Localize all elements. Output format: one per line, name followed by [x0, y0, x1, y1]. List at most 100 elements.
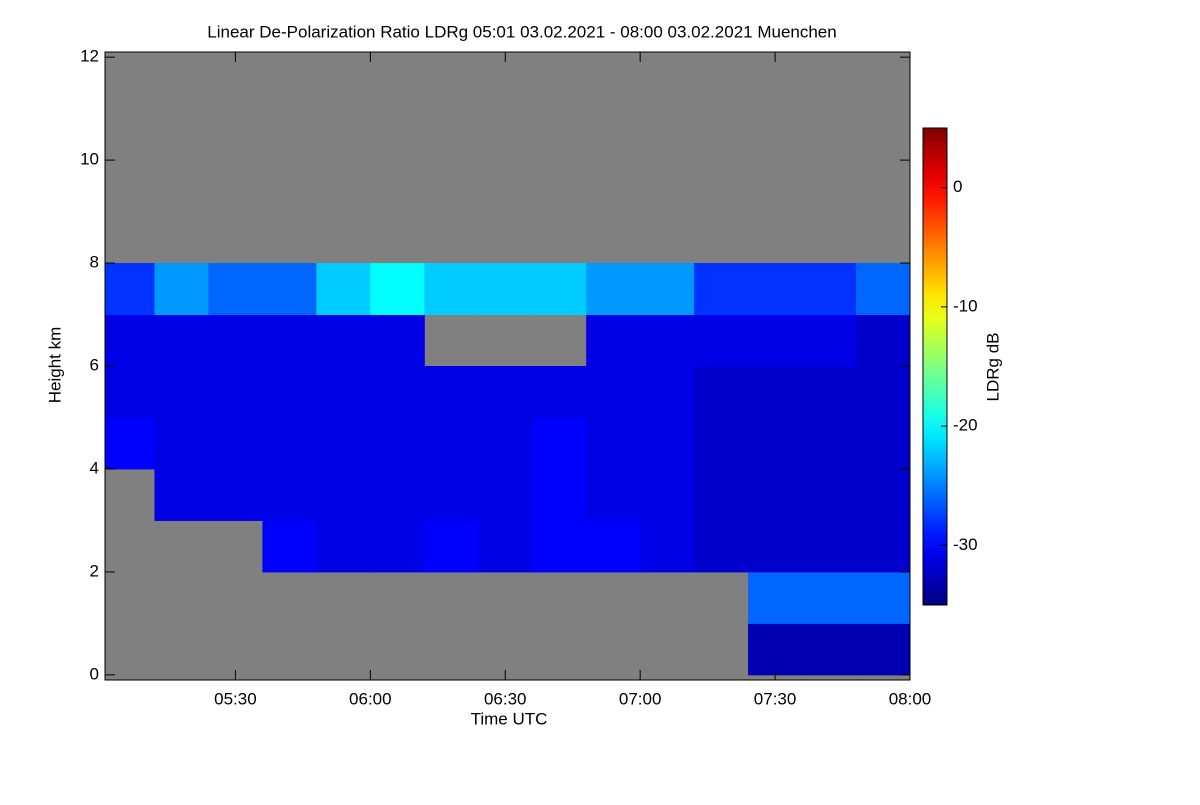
heatmap-cell	[532, 468, 587, 521]
colorbar-tick-label: 0	[953, 177, 962, 196]
colorbar-label: LDRg dB	[983, 333, 1002, 402]
heatmap-cell	[640, 468, 695, 521]
heatmap-cell	[802, 263, 857, 316]
heatmap-cell	[105, 263, 155, 316]
x-tick-label: 05:30	[214, 689, 257, 708]
heatmap-cell	[856, 417, 910, 470]
heatmap-cell	[424, 366, 479, 418]
heatmap-cell	[262, 263, 317, 316]
heatmap-cell	[154, 263, 209, 316]
heatmap-cell	[478, 366, 533, 418]
y-tick-label: 12	[80, 47, 99, 66]
heatmap-cell	[802, 623, 857, 676]
y-tick-label: 2	[90, 561, 99, 580]
heatmap-cell	[532, 263, 587, 316]
heatmap-cell	[262, 366, 317, 418]
heatmap-cell	[154, 366, 209, 418]
heatmap-cell	[856, 468, 910, 521]
heatmap-cell	[856, 366, 910, 418]
heatmap-cell	[370, 468, 425, 521]
heatmap-cell	[586, 417, 641, 470]
heatmap-cell	[748, 623, 803, 676]
heatmap-cell	[154, 468, 209, 521]
heatmap-cell	[532, 366, 587, 418]
colorbar	[922, 127, 948, 606]
heatmap-cell	[856, 314, 910, 367]
heatmap-cell	[748, 571, 803, 624]
heatmap-cell	[802, 417, 857, 470]
heatmap-cell	[640, 314, 695, 367]
heatmap-cell	[640, 366, 695, 418]
heatmap-cell	[856, 571, 910, 624]
heatmap-cell	[208, 314, 263, 367]
y-tick-label: 4	[90, 458, 99, 477]
x-tick-label: 06:30	[484, 689, 527, 708]
y-tick-label: 6	[90, 355, 99, 374]
heatmap-cell	[586, 263, 641, 316]
heatmap-cell	[424, 263, 479, 316]
heatmap-cell	[748, 263, 803, 316]
heatmap-cell	[370, 314, 425, 367]
heatmap-cell	[262, 468, 317, 521]
heatmap-cell	[316, 520, 371, 573]
heatmap-cell	[316, 263, 371, 316]
heatmap-cell	[105, 314, 155, 367]
heatmap-cell	[748, 468, 803, 521]
heatmap-cell	[262, 520, 317, 573]
heatmap-cell	[478, 468, 533, 521]
heatmap-cell	[370, 417, 425, 470]
y-tick-label: 0	[90, 664, 99, 683]
heatmap-cell	[694, 263, 749, 316]
heatmap-cell	[370, 520, 425, 573]
heatmap-cell	[370, 366, 425, 418]
heatmap-cell	[208, 468, 263, 521]
heatmap-cell	[748, 417, 803, 470]
heatmap-cell	[105, 366, 155, 418]
heatmap-cell	[586, 520, 641, 573]
heatmap-cell	[154, 417, 209, 470]
axes: 0 2 4 6 8 10 12 05:30 06:00 06:30 07:00 07:30 08:00 0…	[80, 47, 978, 709]
heatmap-cell	[316, 468, 371, 521]
heatmap-cell	[586, 314, 641, 367]
heatmap-cell	[316, 366, 371, 418]
heatmap-cell	[802, 520, 857, 573]
heatmap-cell	[208, 417, 263, 470]
chart-title: Linear De-Polarization Ratio LDRg 05:01 …	[207, 22, 836, 41]
x-tick-label: 06:00	[349, 689, 392, 708]
heatmap-cell	[748, 314, 803, 367]
heatmap-cell	[316, 417, 371, 470]
heatmap-cell	[370, 263, 425, 316]
heatmap-cell	[694, 468, 749, 521]
heatmap-cell	[856, 623, 910, 676]
heatmap-cell	[694, 520, 749, 573]
heatmap-cell	[748, 520, 803, 573]
heatmap-cell	[105, 417, 155, 470]
heatmap-cell	[316, 314, 371, 367]
heatmap-cell	[532, 520, 587, 573]
heatmap-cell	[802, 314, 857, 367]
x-tick-label: 08:00	[889, 689, 932, 708]
heatmap-cell	[802, 571, 857, 624]
colorbar-tick-label: -10	[953, 296, 978, 315]
heatmap-cell	[478, 263, 533, 316]
heatmap-cell	[802, 468, 857, 521]
heatmap-cell	[424, 520, 479, 573]
heatmap-cell	[478, 520, 533, 573]
heatmap-cell	[262, 417, 317, 470]
heatmap-cell	[478, 417, 533, 470]
heatmap-cell	[208, 263, 263, 316]
heatmap-cell	[640, 263, 695, 316]
heatmap-cell	[694, 417, 749, 470]
heatmap-cell	[694, 314, 749, 367]
heatmap-cell	[640, 520, 695, 573]
heatmap-cell	[154, 314, 209, 367]
heatmap-cell	[802, 366, 857, 418]
y-tick-label: 8	[90, 253, 99, 272]
heatmap-cell	[694, 366, 749, 418]
heatmap-cell	[586, 468, 641, 521]
heatmap-cell	[586, 366, 641, 418]
heatmap-cell	[424, 468, 479, 521]
colorbar-tick-label: -30	[953, 535, 978, 554]
heatmap-cell	[748, 366, 803, 418]
